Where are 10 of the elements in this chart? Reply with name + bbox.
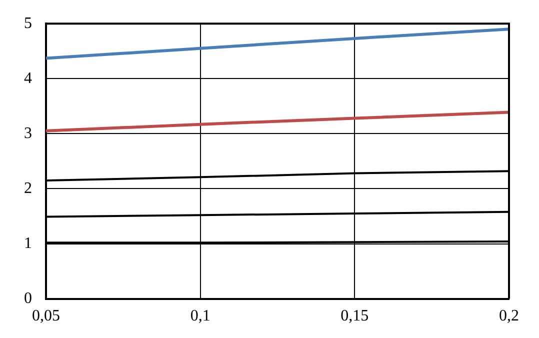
x-tick-label: 0,05 — [32, 308, 60, 325]
x-tick-label: 0,2 — [499, 308, 519, 325]
y-tick-label: 2 — [24, 180, 32, 197]
y-tick-label: 1 — [24, 234, 32, 252]
y-tick-label: 3 — [24, 124, 32, 142]
x-tick-label: 0,15 — [340, 308, 369, 325]
x-tick-label: 0,1 — [190, 308, 210, 325]
y-tick-label: 5 — [24, 14, 32, 32]
y-tick-label: 0 — [24, 290, 32, 308]
y-tick-label: 4 — [24, 70, 32, 87]
